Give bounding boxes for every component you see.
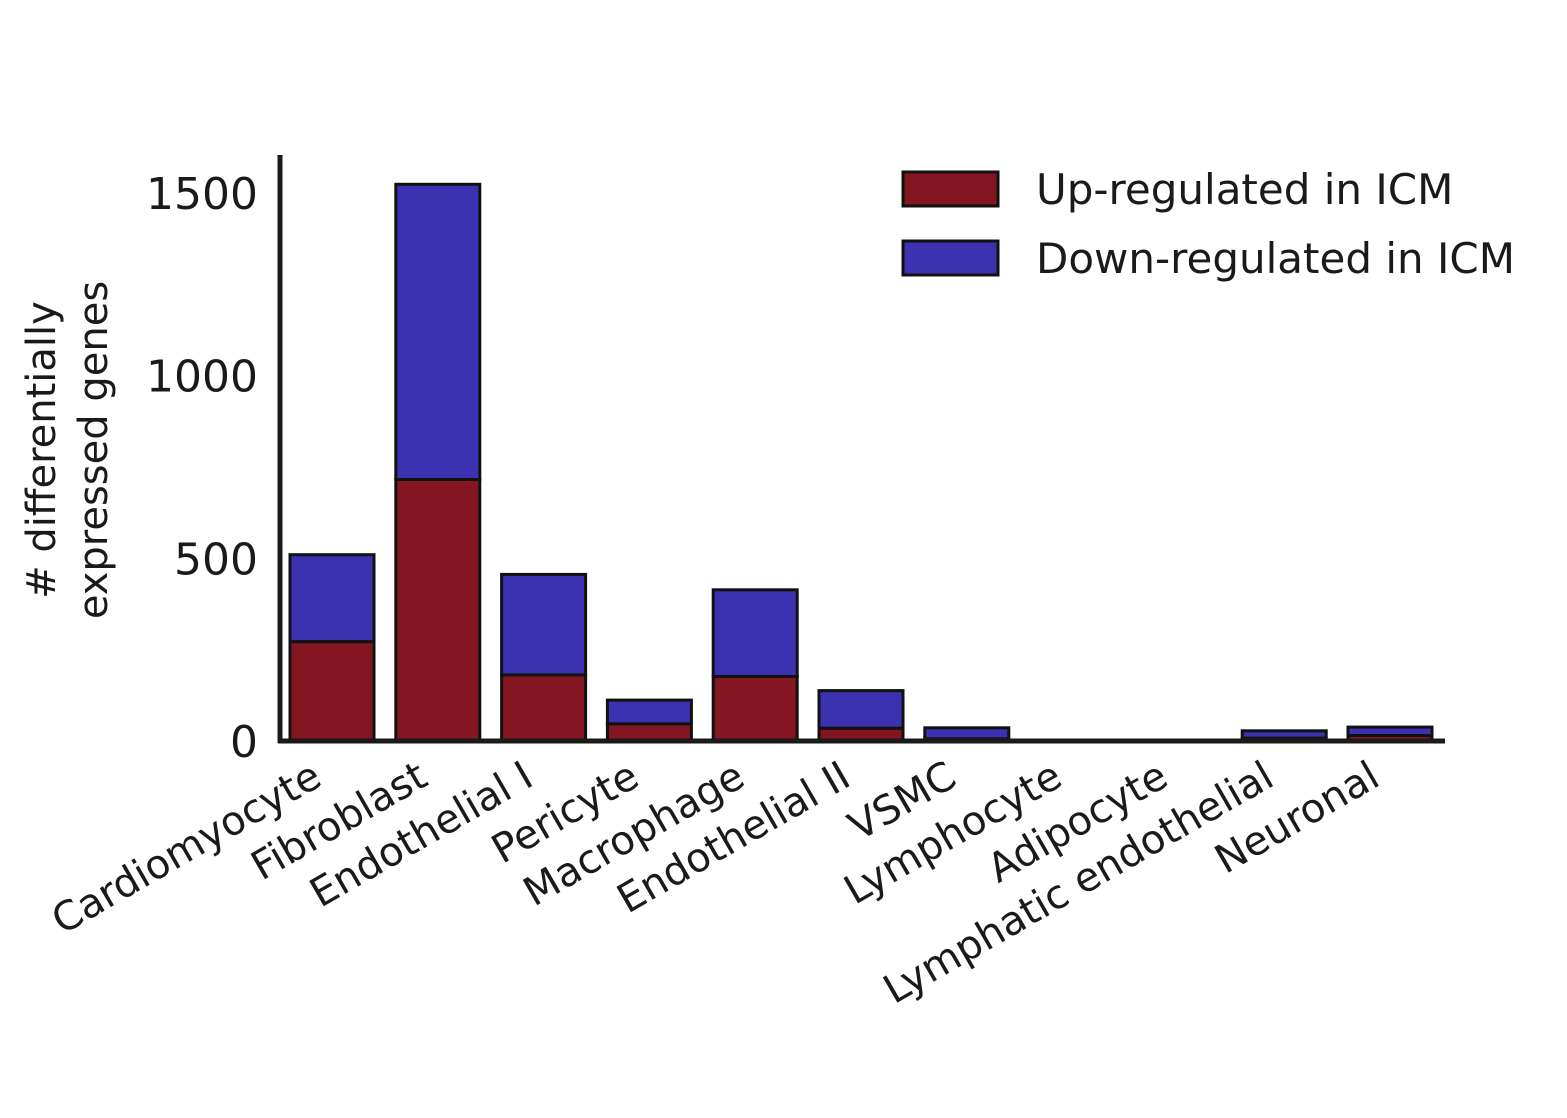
bar-up-endothelial-i: [500, 673, 588, 743]
y-tick-label-0: 0: [230, 717, 258, 768]
legend: Up-regulated in ICM Down-regulated in ICM: [901, 165, 1515, 283]
bar-down-fibroblast: [394, 182, 482, 482]
y-tick-label-500: 500: [174, 534, 258, 585]
bar-up-cardiomyocyte: [288, 640, 376, 743]
legend-swatch-down: [901, 239, 1000, 277]
bar-down-vsmc: [923, 726, 1011, 741]
axes-group: [277, 155, 1445, 744]
y-tick-label-1500: 1500: [146, 169, 258, 220]
bars-group: [288, 182, 1434, 743]
bar-down-endothelial-i: [500, 572, 588, 677]
y-axis-title-line-2: expressed genes: [71, 281, 117, 619]
y-tick-label-1000: 1000: [146, 352, 258, 403]
bar-down-cardiomyocyte: [288, 553, 376, 644]
bar-down-endothelial-ii: [817, 689, 905, 730]
legend-label-down: Down-regulated in ICM: [1036, 234, 1515, 283]
bar-up-pericyte: [605, 722, 693, 743]
y-tick-labels: 0 500 1000 1500: [146, 169, 258, 768]
legend-label-up: Up-regulated in ICM: [1036, 165, 1453, 214]
bar-up-macrophage: [711, 674, 799, 743]
bar-down-pericyte: [605, 698, 693, 726]
bar-down-lymphatic-endothelial: [1240, 729, 1328, 740]
legend-swatch-up: [901, 170, 1000, 208]
y-axis-title-line-1: # differentially: [19, 301, 65, 599]
bar-up-fibroblast: [394, 477, 482, 743]
y-axis-title: # differentially expressed genes: [19, 281, 117, 619]
bar-down-macrophage: [711, 588, 799, 678]
bar-down-neuronal: [1346, 725, 1434, 737]
